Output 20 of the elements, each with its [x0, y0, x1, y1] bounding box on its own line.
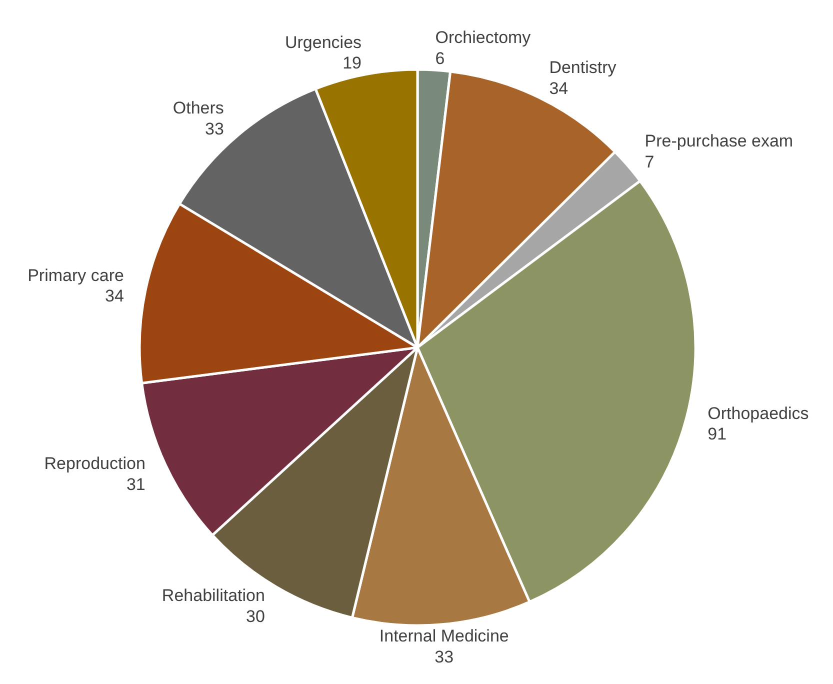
- data-label: 91: [708, 424, 727, 444]
- slice-label: Primary care: [28, 266, 124, 285]
- slice-label: Pre-purchase exam: [644, 132, 794, 151]
- data-label: 7: [644, 152, 654, 172]
- data-label: 34: [549, 78, 568, 98]
- data-label: 19: [342, 54, 362, 73]
- slice-label: Orthopaedics: [708, 404, 809, 423]
- slice-label: Internal Medicine: [379, 626, 509, 646]
- slice-label: Others: [172, 98, 224, 118]
- data-label: 6: [435, 48, 445, 68]
- slice-label: Orchiectomy: [435, 28, 532, 48]
- slice-label: Rehabilitation: [162, 586, 265, 605]
- slice-label: Reproduction: [44, 454, 146, 473]
- data-label: 30: [246, 606, 265, 626]
- data-label: 33: [205, 119, 224, 138]
- data-label: 33: [434, 647, 454, 666]
- slice-label: Urgencies: [284, 32, 362, 52]
- slice-label: Dentistry: [549, 58, 617, 77]
- data-label: 34: [105, 286, 124, 306]
- data-label: 31: [126, 474, 146, 494]
